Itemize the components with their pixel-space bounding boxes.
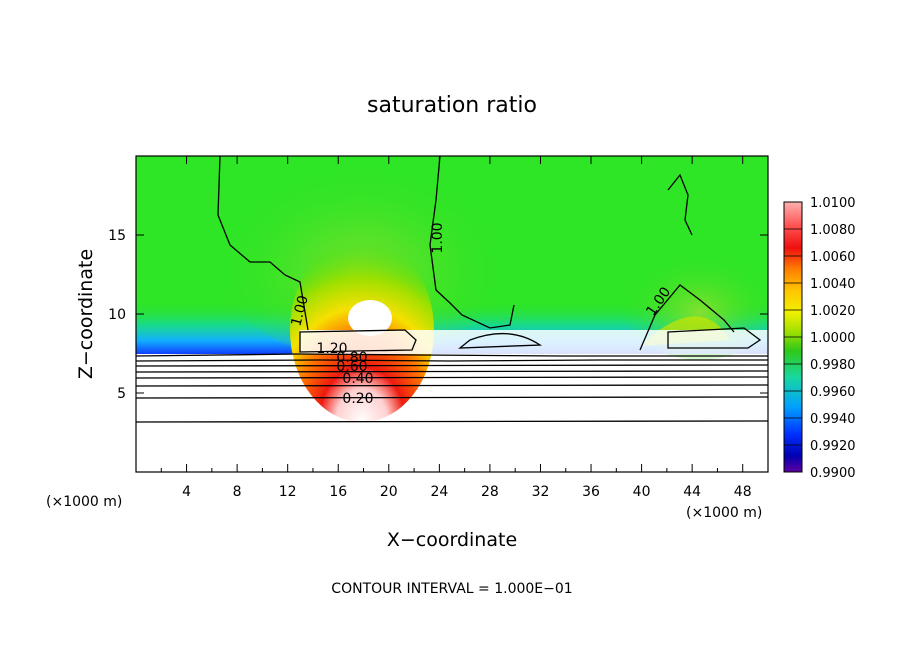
contour-label: 0.80	[336, 350, 367, 366]
x-tick-label: 40	[633, 484, 651, 500]
right-halo	[620, 240, 768, 360]
colorbar-label: 0.9900	[810, 466, 856, 481]
colorbar-label: 1.0040	[810, 277, 856, 292]
x-axis-label: X−coordinate	[387, 529, 517, 551]
contour-1.20	[299, 327, 762, 353]
contour-0.40	[136, 376, 768, 379]
colorbar: 1.0100 1.0080 1.0060 1.0040 1.0020 1.0000 0.99…	[783, 196, 856, 481]
contour-1.00-left	[217, 156, 309, 331]
heatmap-field	[136, 156, 768, 472]
x-unit-label-right: (×1000 m)	[686, 505, 762, 521]
contour-0.80-b	[136, 359, 768, 362]
chart-title: saturation ratio	[367, 93, 537, 118]
colorbar-label: 1.0020	[810, 304, 856, 319]
y-tick-label: 15	[108, 228, 126, 244]
plume-core	[348, 300, 392, 336]
y-tick-label: 5	[117, 386, 126, 402]
contour-1.00-right	[639, 173, 735, 351]
contour-label: 1.00	[430, 222, 446, 253]
contour-interval-note: CONTOUR INTERVAL = 1.000E−01	[331, 581, 572, 597]
x-tick-label: 12	[279, 484, 297, 500]
contour-0.30	[136, 384, 768, 387]
colorbar-label: 0.9920	[810, 439, 856, 454]
x-tick-label: 20	[380, 484, 398, 500]
colorbar-label: 0.9960	[810, 385, 856, 400]
colorbar-label: 1.0060	[810, 250, 856, 265]
x-tick-label: 8	[233, 484, 242, 500]
x-tick-label: 36	[582, 484, 600, 500]
x-tick-label: 32	[532, 484, 550, 500]
contour-0.50	[136, 370, 768, 373]
contour-label: 0.60	[336, 359, 367, 375]
colorbar-ticks: 1.0100 1.0080 1.0060 1.0040 1.0020 1.0000 0.99…	[784, 196, 856, 481]
colorbar-label: 1.0000	[810, 331, 856, 346]
contour-label: 0.40	[342, 371, 373, 387]
x-tick-label: 4	[182, 484, 191, 500]
x-tick-label: 44	[683, 484, 701, 500]
contour-label: 1.20	[316, 341, 347, 357]
y-tick-label: 10	[108, 307, 126, 323]
x-unit-label-left: (×1000 m)	[46, 494, 122, 510]
contour-0.20	[136, 396, 768, 399]
x-tick-label: 16	[329, 484, 347, 500]
contour-0.10	[136, 420, 768, 423]
contour-label: 0.20	[342, 391, 373, 407]
colorbar-label: 1.0080	[810, 223, 856, 238]
colorbar-label: 1.0100	[810, 196, 856, 211]
contour-lines	[136, 156, 768, 423]
contour-label: 1.00	[288, 294, 312, 328]
colorbar-label: 0.9940	[810, 412, 856, 427]
contour-0.80	[136, 353, 768, 357]
contour-1.00-mid	[429, 156, 515, 329]
x-tick-label: 24	[430, 484, 448, 500]
colorbar-label: 0.9980	[810, 358, 856, 373]
contour-0.60	[136, 364, 768, 367]
x-tick-label: 28	[481, 484, 499, 500]
x-tick-label: 48	[734, 484, 752, 500]
y-axis-label: Z−coordinate	[75, 249, 97, 379]
